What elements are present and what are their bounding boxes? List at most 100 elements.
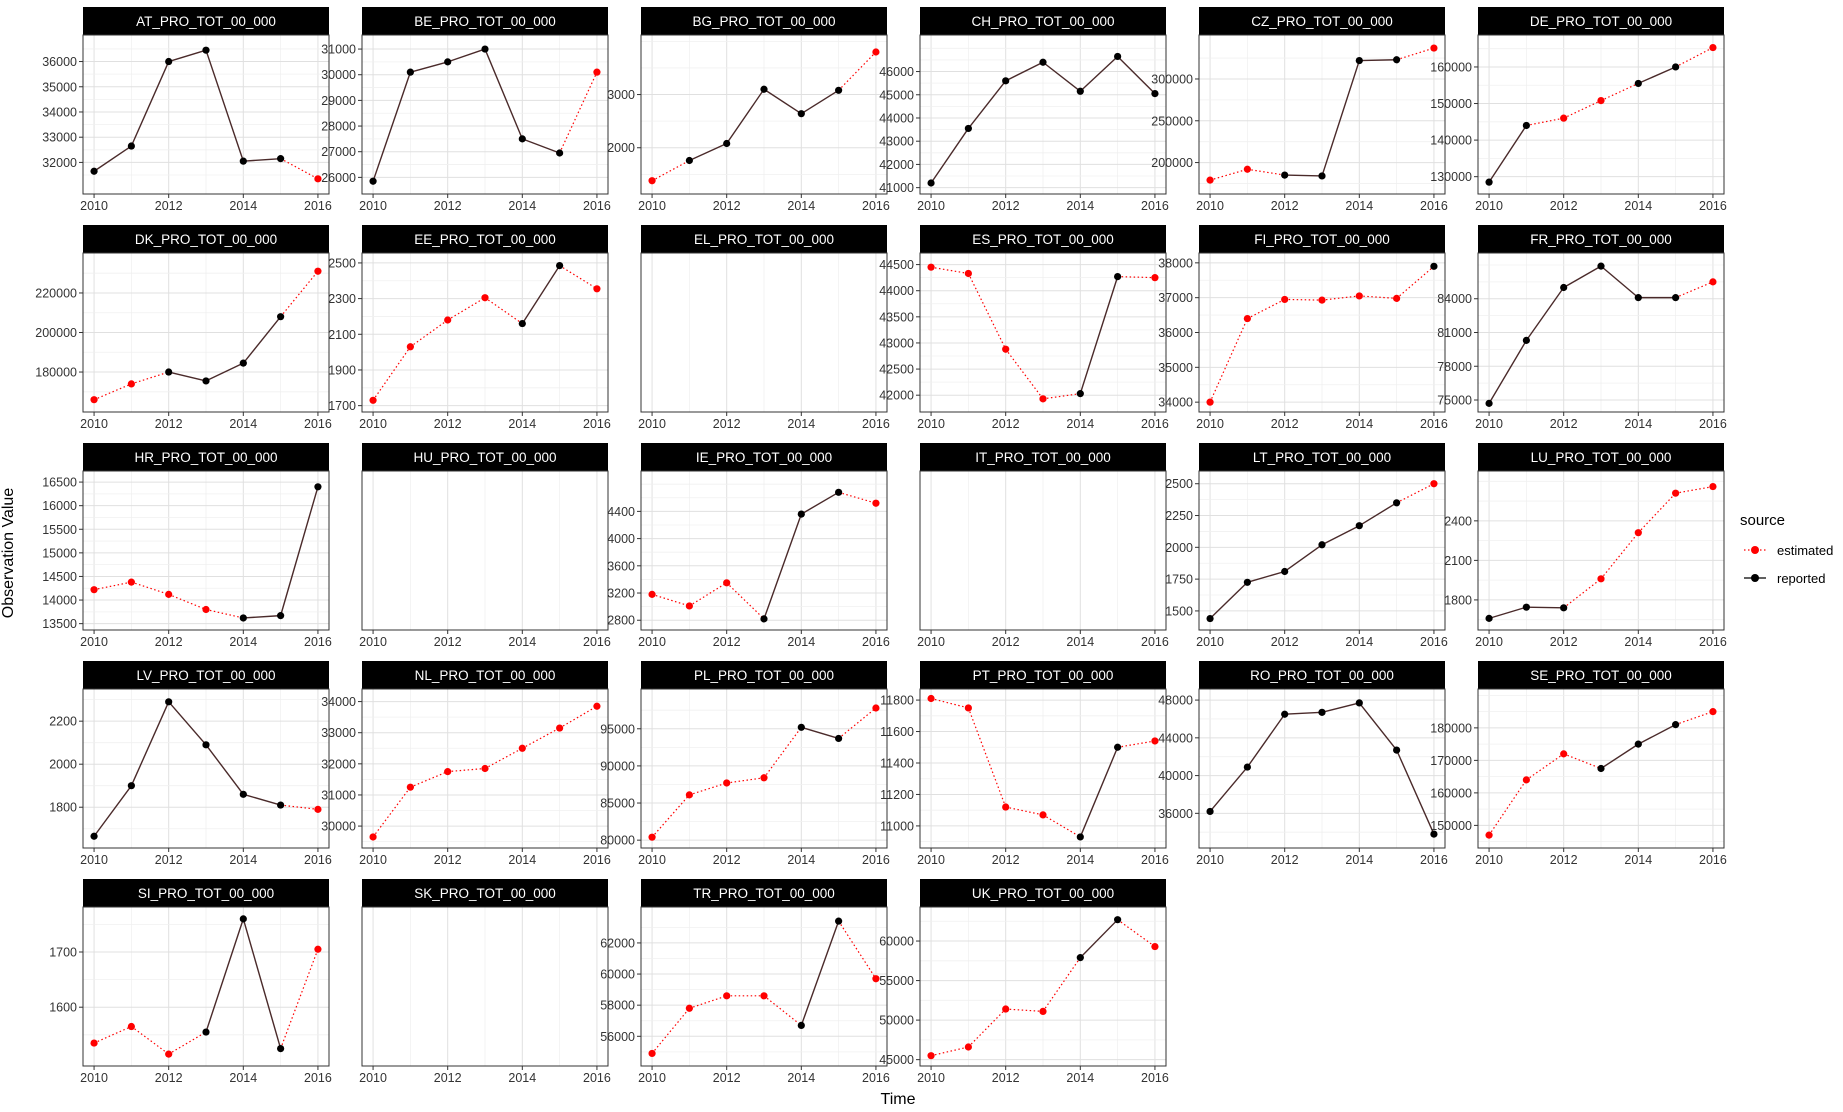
data-point-estimated bbox=[1430, 480, 1438, 488]
x-tick-label: 2010 bbox=[80, 1071, 108, 1085]
data-point-estimated bbox=[90, 396, 98, 404]
data-point-reported bbox=[835, 734, 843, 743]
x-tick-label: 2010 bbox=[638, 853, 666, 867]
data-point-estimated bbox=[481, 294, 489, 302]
y-tick-label: 37000 bbox=[1158, 291, 1193, 305]
series-segment-estimated bbox=[763, 726, 802, 779]
y-tick-label: 43000 bbox=[879, 135, 914, 149]
series-segment-estimated bbox=[559, 71, 598, 154]
series-segment-estimated bbox=[93, 383, 132, 401]
series-segment-estimated bbox=[1675, 711, 1714, 726]
data-point-reported bbox=[1281, 567, 1289, 576]
panel-border bbox=[1198, 470, 1446, 631]
facet-strip bbox=[362, 7, 608, 35]
facet-strip bbox=[83, 225, 329, 253]
y-tick-label: 32000 bbox=[42, 156, 77, 170]
data-point-reported bbox=[1076, 833, 1084, 841]
y-tick-label: 2800 bbox=[607, 614, 635, 628]
y-tick-label: 84000 bbox=[1437, 292, 1472, 306]
data-point-reported bbox=[1597, 262, 1605, 270]
series-segment-reported bbox=[242, 918, 282, 1049]
series-segment-reported bbox=[484, 48, 523, 140]
series-segment-estimated bbox=[1637, 492, 1677, 534]
data-point-reported bbox=[165, 57, 173, 66]
data-point-estimated bbox=[593, 68, 601, 76]
x-tick-label: 2012 bbox=[434, 635, 462, 649]
facet-strip bbox=[1478, 443, 1724, 471]
facet-lt-pro-tot-00-000: LT_PRO_TOT_00_000 2010 2012 2014 2016 1500 175… bbox=[1165, 443, 1448, 649]
series-segment-estimated bbox=[967, 1008, 1007, 1048]
data-point-estimated bbox=[127, 578, 135, 586]
series-segment-estimated bbox=[1209, 168, 1248, 181]
series-segment-reported bbox=[279, 486, 319, 616]
x-tick-label: 2016 bbox=[1699, 853, 1727, 867]
series-segment-reported bbox=[168, 49, 207, 63]
x-axis-title: Time bbox=[881, 1091, 916, 1108]
panel-border bbox=[82, 470, 330, 631]
x-tick-label: 2014 bbox=[787, 199, 815, 213]
x-tick-label: 2014 bbox=[508, 853, 536, 867]
data-point-reported bbox=[277, 801, 285, 809]
data-point-reported bbox=[90, 167, 98, 175]
series-segment-reported bbox=[1247, 570, 1285, 583]
facet-strip bbox=[83, 661, 329, 689]
series-segment-reported bbox=[168, 371, 207, 382]
data-point-estimated bbox=[1709, 708, 1717, 716]
facet-ch-pro-tot-00-000: CH_PRO_TOT_00_000 2010 2012 2014 2016 41000 42… bbox=[879, 7, 1169, 213]
y-tick-label: 11000 bbox=[880, 819, 914, 833]
data-point-estimated bbox=[1151, 274, 1159, 282]
x-tick-label: 2014 bbox=[787, 853, 815, 867]
facet-cz-pro-tot-00-000: CZ_PRO_TOT_00_000 2010 2012 2014 2016 200000 2… bbox=[1151, 7, 1448, 213]
facet-el-pro-tot-00-000: EL_PRO_TOT_00_000 2010 2012 2014 2016 bbox=[638, 225, 890, 431]
series-segment-reported bbox=[522, 138, 560, 154]
y-tick-label: 170000 bbox=[1430, 754, 1472, 768]
y-tick-label: 95000 bbox=[600, 722, 635, 736]
data-point-estimated bbox=[872, 704, 880, 712]
facet-strip bbox=[920, 225, 1166, 253]
data-point-reported bbox=[797, 510, 805, 518]
y-tick-label: 32000 bbox=[321, 757, 356, 771]
series-segment-reported bbox=[763, 513, 802, 620]
series-segment-estimated bbox=[484, 747, 523, 770]
y-tick-label: 46000 bbox=[879, 65, 914, 79]
y-tick-label: 29000 bbox=[321, 94, 356, 108]
data-point-reported bbox=[1485, 399, 1493, 407]
data-point-estimated bbox=[927, 694, 935, 703]
facet-title: LT_PRO_TOT_00_000 bbox=[1253, 450, 1391, 465]
panel-border bbox=[640, 906, 888, 1067]
legend-title: source bbox=[1740, 512, 1785, 529]
panel-border bbox=[1198, 34, 1446, 195]
data-point-estimated bbox=[1672, 489, 1680, 497]
series-segment-estimated bbox=[1042, 957, 1081, 1012]
facet-lu-pro-tot-00-000: LU_PRO_TOT_00_000 2010 2012 2014 2016 1800 210… bbox=[1444, 443, 1727, 649]
data-point-estimated bbox=[314, 267, 322, 275]
y-tick-label: 30000 bbox=[321, 68, 356, 82]
facet-nl-pro-tot-00-000: NL_PRO_TOT_00_000 2010 2012 2014 2016 30000 31… bbox=[321, 661, 611, 867]
y-tick-label: 180000 bbox=[1430, 721, 1472, 735]
facet-strip bbox=[83, 7, 329, 35]
series-segment-reported bbox=[1488, 125, 1527, 183]
data-point-reported bbox=[1281, 710, 1289, 718]
data-point-reported bbox=[964, 124, 972, 133]
facet-strip bbox=[641, 443, 887, 471]
x-tick-label: 2012 bbox=[992, 635, 1020, 649]
x-tick-label: 2010 bbox=[638, 635, 666, 649]
x-tick-label: 2010 bbox=[917, 853, 945, 867]
data-point-reported bbox=[481, 45, 489, 53]
x-tick-label: 2010 bbox=[80, 199, 108, 213]
data-point-reported bbox=[444, 58, 452, 66]
data-point-estimated bbox=[165, 1050, 173, 1058]
series-segment-estimated bbox=[522, 727, 560, 749]
x-tick-label: 2012 bbox=[1550, 417, 1578, 431]
data-point-reported bbox=[1355, 522, 1363, 530]
data-point-estimated bbox=[444, 768, 452, 776]
series-segment-estimated bbox=[967, 707, 1007, 808]
facet-pl-pro-tot-00-000: PL_PRO_TOT_00_000 2010 2012 2014 2016 80000 85… bbox=[600, 661, 890, 867]
series-segment-estimated bbox=[1563, 753, 1602, 770]
y-tick-label: 1800 bbox=[1444, 593, 1472, 607]
data-point-reported bbox=[1522, 121, 1530, 130]
series-segment-estimated bbox=[559, 265, 598, 290]
facet-strip bbox=[362, 225, 608, 253]
x-tick-label: 2016 bbox=[583, 853, 611, 867]
